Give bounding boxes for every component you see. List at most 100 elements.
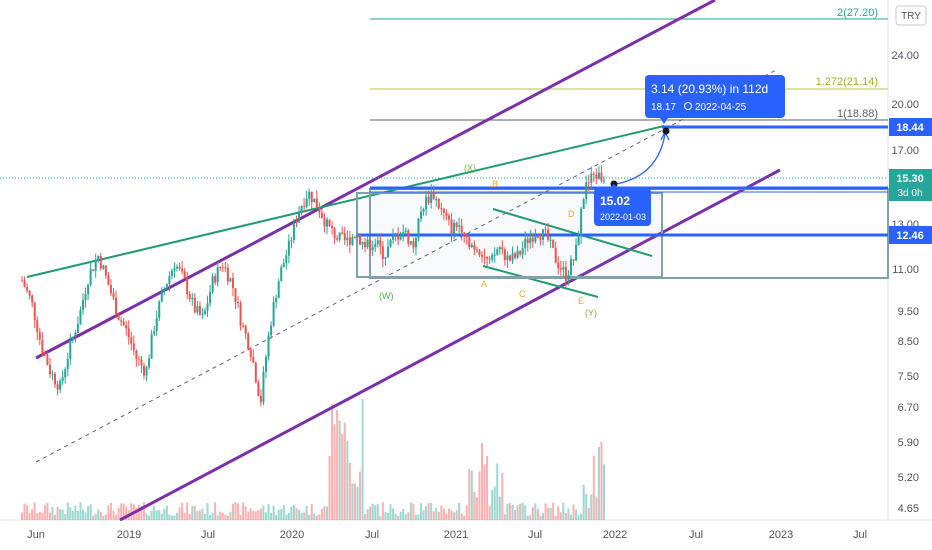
volume-bar <box>531 507 534 520</box>
candle-body <box>414 237 417 248</box>
candle-body <box>595 174 598 179</box>
candle-body <box>51 373 54 375</box>
candle-body <box>417 218 420 238</box>
volume-bar <box>87 506 90 520</box>
candle-body <box>115 297 118 316</box>
volume-bar <box>488 505 491 520</box>
candle-body <box>270 325 273 336</box>
time-tick-label: Jul <box>528 529 542 541</box>
volume-bar <box>115 515 118 520</box>
volume-bar <box>359 471 362 520</box>
volume-bar <box>275 515 278 520</box>
price-tick-label: 5.90 <box>898 437 919 449</box>
volume-bar <box>315 515 318 520</box>
candle-body <box>481 255 484 257</box>
volume-bar <box>61 509 64 520</box>
candle-body <box>447 215 450 220</box>
volume-bar <box>54 514 57 520</box>
candle-body <box>226 267 229 282</box>
volume-bar <box>158 510 161 520</box>
candle-body <box>198 306 201 315</box>
price-tag-1246-value: 12.46 <box>896 230 924 242</box>
volume-bar <box>587 507 590 520</box>
fib-label-1272: 1.272(21.14) <box>816 76 878 88</box>
candle-body <box>178 266 181 269</box>
candle-body <box>191 297 194 300</box>
candle-body <box>315 198 318 208</box>
volume-bar <box>544 503 547 520</box>
currency-button[interactable]: TRY <box>895 5 927 26</box>
volume-bar <box>102 515 105 520</box>
volume-bar <box>66 502 69 520</box>
candle-body <box>468 236 471 248</box>
candle-body <box>165 283 168 289</box>
time-tick-label: 2022 <box>603 529 627 541</box>
volume-bar <box>221 512 224 520</box>
volume-bar <box>318 514 321 520</box>
volume-bar <box>404 514 407 520</box>
volume-bar <box>216 515 219 520</box>
volume-bar <box>148 515 151 520</box>
candle-body <box>148 358 151 368</box>
volume-bar <box>422 510 425 520</box>
time-axis[interactable]: Jun 2019 Jul 2020 Jul 2021 Jul 2022 Jul 2023 Jul <box>27 529 867 541</box>
candle-body <box>572 259 575 261</box>
volume-bar <box>229 511 232 520</box>
candle-body <box>259 395 262 403</box>
volume-bar <box>333 424 336 520</box>
time-tick-label: Jul <box>201 529 215 541</box>
candle-body <box>397 233 400 240</box>
price-axis[interactable]: 24.0020.0017.0013.0011.009.508.507.506.7… <box>891 50 919 515</box>
volume-bar <box>26 505 29 520</box>
candle-body <box>356 235 359 238</box>
candle-body <box>26 286 29 291</box>
projection-target-point[interactable] <box>662 127 670 135</box>
volume-bar <box>366 509 369 520</box>
candle-body <box>252 356 255 363</box>
candle-body <box>89 269 92 285</box>
candles <box>21 165 605 407</box>
candle-body <box>493 254 496 256</box>
candle-body <box>422 209 425 212</box>
candle-body <box>389 239 392 247</box>
volume-bar <box>547 507 550 520</box>
time-tick-label: Jul <box>365 529 379 541</box>
candle-body <box>562 267 565 270</box>
candle-body <box>310 191 313 203</box>
candle-body <box>483 256 486 258</box>
volume-bar <box>580 513 583 520</box>
candle-body <box>514 253 517 258</box>
candle-body <box>333 228 336 239</box>
volume-bar <box>69 507 72 520</box>
candle-body <box>437 199 440 209</box>
price-tag-1246: 12.46 <box>889 226 932 244</box>
candle-body <box>74 332 77 337</box>
candle-body <box>336 238 339 240</box>
candle-body <box>84 294 87 301</box>
fib-label-2: 2(27.20) <box>837 7 878 19</box>
volume-bar <box>328 455 331 520</box>
candle-body <box>470 244 473 248</box>
candle-body <box>399 236 402 240</box>
candle-body <box>122 321 125 326</box>
candle-body <box>31 295 34 303</box>
candle-body <box>569 259 572 275</box>
candle-body <box>239 303 242 326</box>
volume-bar <box>557 506 560 520</box>
price-tick-label: 6.70 <box>898 402 919 414</box>
candle-body <box>219 267 222 269</box>
candle-body <box>102 265 105 269</box>
candle-body <box>346 237 349 241</box>
candle-body <box>600 172 603 181</box>
price-tag-1530: 15.30 3d 0h <box>889 169 932 201</box>
candle-body <box>181 268 184 272</box>
candle-body <box>81 300 84 310</box>
volume-bar <box>569 514 572 520</box>
volume-bar <box>577 515 580 520</box>
candle-body <box>176 266 179 269</box>
triangle-upper-line <box>492 208 653 257</box>
candle-body <box>46 354 49 365</box>
volume-bar <box>475 497 478 520</box>
volume-bar <box>203 514 206 520</box>
